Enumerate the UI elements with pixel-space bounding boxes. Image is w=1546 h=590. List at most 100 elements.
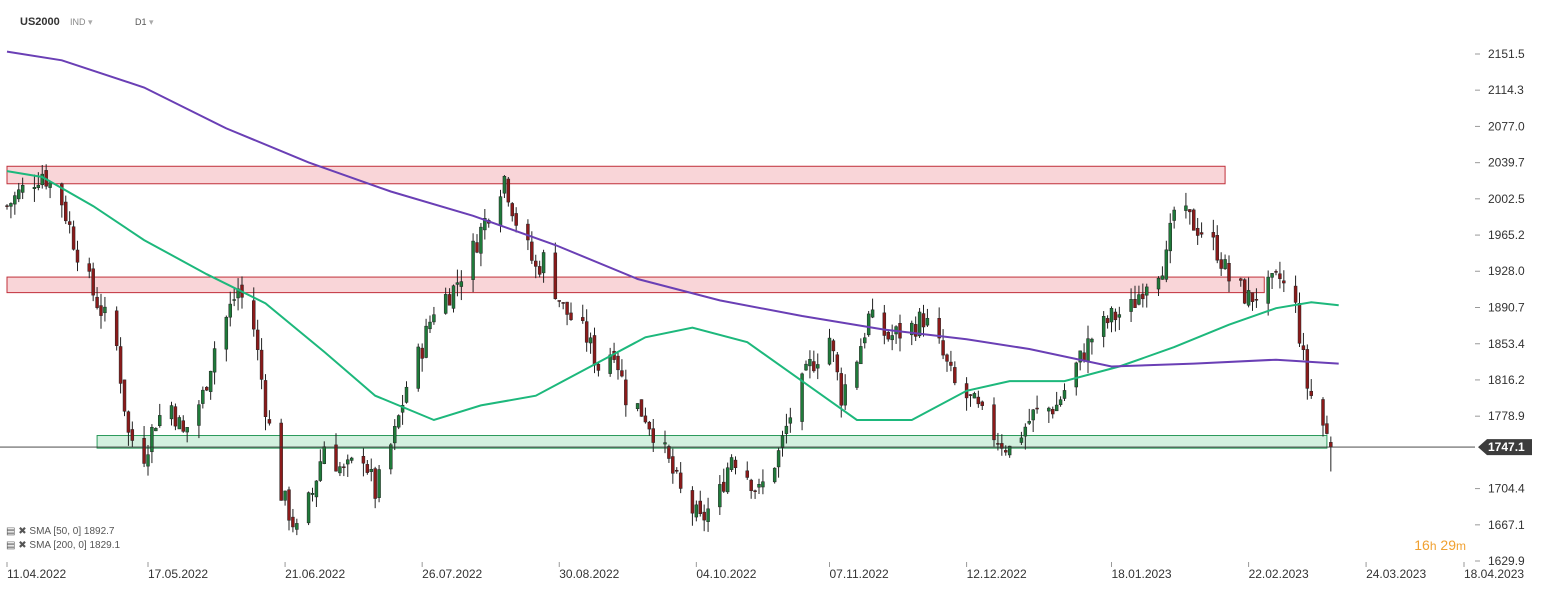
sma-200-legend[interactable]: ▤ ✖ SMA [200, 0] 1829.1	[6, 540, 120, 551]
candle-body	[389, 444, 393, 470]
candle-body	[886, 331, 890, 340]
candle-body	[291, 516, 295, 528]
candle-body	[1254, 299, 1259, 301]
candle-body	[87, 263, 91, 272]
sma-50-line	[6, 170, 1339, 422]
candle-body	[1168, 222, 1172, 252]
candle-body	[843, 384, 847, 406]
candle-body	[553, 252, 558, 300]
y-tick-label: 1778.9	[1488, 409, 1525, 423]
candle-body	[1117, 314, 1122, 318]
indicator-menu-icon[interactable]: ▤	[6, 526, 16, 537]
candle-body	[667, 446, 671, 459]
candle-body	[514, 213, 518, 226]
candle-body	[158, 415, 162, 427]
candle-body	[428, 321, 432, 330]
candle-body	[1062, 390, 1067, 399]
candle-body	[146, 454, 150, 467]
timeframe-select[interactable]: D1 ▾	[135, 17, 154, 28]
candle-body	[173, 406, 178, 427]
candle-body	[283, 490, 287, 501]
x-tick-label: 04.10.2022	[696, 567, 756, 581]
candle-body	[800, 373, 804, 422]
instrument-type[interactable]: IND ▾	[70, 17, 93, 28]
candle-body	[722, 481, 726, 492]
candle-body	[913, 324, 918, 337]
sma-50-legend[interactable]: ▤ ✖ SMA [50, 0] 1892.7	[6, 526, 115, 537]
candle-body	[1007, 445, 1012, 456]
candle-body	[369, 469, 373, 472]
y-tick-label: 1816.2	[1488, 373, 1525, 387]
candle-body	[859, 346, 863, 365]
candle-body	[150, 426, 154, 453]
sma-50-name: SMA	[29, 526, 51, 537]
candle-body	[1223, 259, 1227, 270]
y-tick-label: 1667.1	[1488, 518, 1525, 532]
candle-body	[530, 241, 534, 261]
candle-body	[541, 252, 546, 274]
candle-body	[584, 321, 589, 343]
indicator-menu-icon[interactable]: ▤	[6, 540, 16, 551]
candle-body	[702, 511, 706, 521]
x-tick-label: 11.04.2022	[7, 567, 66, 581]
candle-body	[596, 363, 601, 371]
candle-body	[706, 508, 710, 522]
candle-body	[5, 205, 9, 207]
remove-icon[interactable]: ✖	[18, 526, 27, 537]
y-tick-label: 1965.2	[1488, 228, 1525, 242]
symbol-label[interactable]: US2000	[20, 16, 60, 28]
candle-body	[753, 490, 757, 492]
candle-body	[114, 310, 119, 346]
candle-body	[827, 337, 832, 365]
timeframe-label: D1	[135, 17, 147, 27]
candle-body	[831, 340, 836, 352]
candle-body	[447, 294, 452, 306]
candle-body	[459, 281, 464, 287]
y-tick-label: 2114.3	[1488, 83, 1524, 97]
candle-body	[67, 221, 72, 225]
candle-body	[647, 421, 652, 430]
candle-body	[510, 203, 514, 217]
timer-minutes-unit: m	[1456, 539, 1466, 553]
candle-body	[1211, 232, 1216, 238]
sma-50-value: 1892.7	[83, 526, 115, 537]
x-tick-label: 21.06.2022	[285, 567, 345, 581]
candle-body	[181, 420, 185, 432]
candle-body	[255, 329, 260, 350]
sma-200-name: SMA	[29, 540, 51, 551]
remove-icon[interactable]: ✖	[18, 540, 27, 551]
candle-body	[455, 282, 460, 285]
candle-body	[252, 300, 256, 330]
candle-body	[910, 322, 914, 336]
candle-body	[177, 417, 182, 430]
candle-body	[1133, 299, 1137, 308]
candle-body	[694, 504, 699, 518]
y-tick-label: 1704.4	[1488, 482, 1525, 496]
candle-body	[635, 403, 640, 409]
candle-body	[1086, 338, 1090, 362]
support-zone-2	[96, 435, 1328, 449]
candle-body	[804, 363, 808, 371]
candle-body	[534, 260, 538, 267]
candle-body	[126, 411, 131, 433]
candle-body	[651, 428, 655, 443]
candle-body	[949, 361, 953, 366]
candle-body	[557, 300, 561, 302]
sma-200-line	[6, 50, 1339, 368]
candle-body	[968, 394, 973, 396]
candle-body	[32, 187, 37, 189]
candle-body	[690, 490, 695, 514]
candle-body	[784, 425, 789, 434]
candle-body	[40, 173, 44, 186]
candle-body	[36, 184, 41, 188]
candle-body	[1023, 426, 1028, 437]
y-tick-label: 1928.0	[1488, 264, 1525, 278]
candle-body	[921, 313, 926, 328]
candle-body	[945, 354, 949, 362]
candle-body	[816, 364, 820, 369]
candle-body	[169, 405, 174, 420]
candle-body	[592, 335, 597, 366]
candle-body	[925, 318, 930, 326]
candle-body	[483, 218, 487, 231]
